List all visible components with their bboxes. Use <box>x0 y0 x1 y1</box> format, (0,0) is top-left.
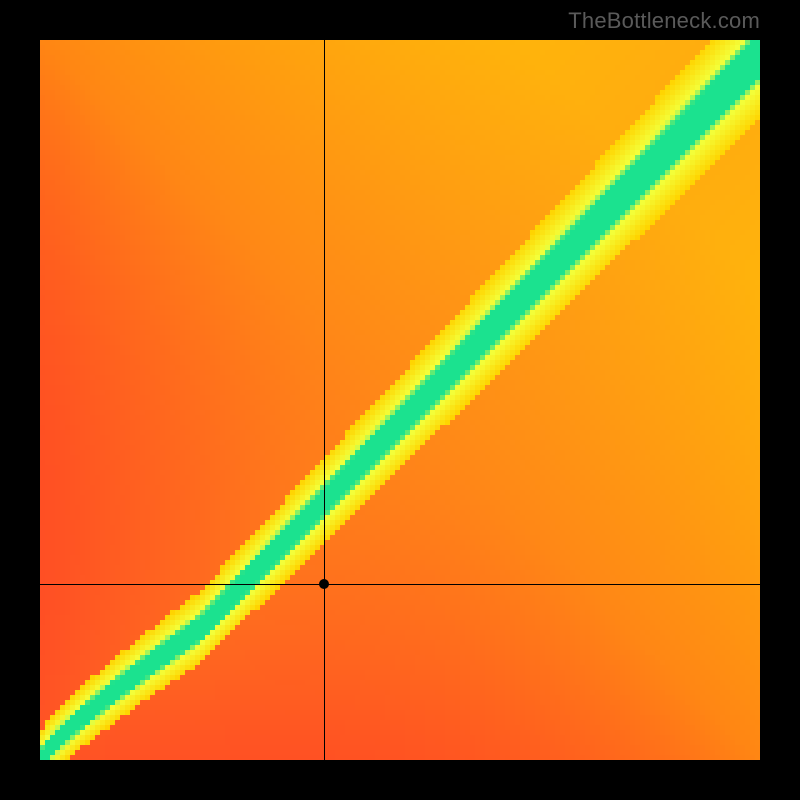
crosshair-vertical <box>324 40 325 760</box>
crosshair-dot <box>319 579 329 589</box>
crosshair-horizontal <box>40 584 760 585</box>
watermark-text: TheBottleneck.com <box>568 8 760 34</box>
stage: TheBottleneck.com <box>0 0 800 800</box>
heatmap-canvas <box>40 40 760 760</box>
plot-area <box>40 40 760 760</box>
